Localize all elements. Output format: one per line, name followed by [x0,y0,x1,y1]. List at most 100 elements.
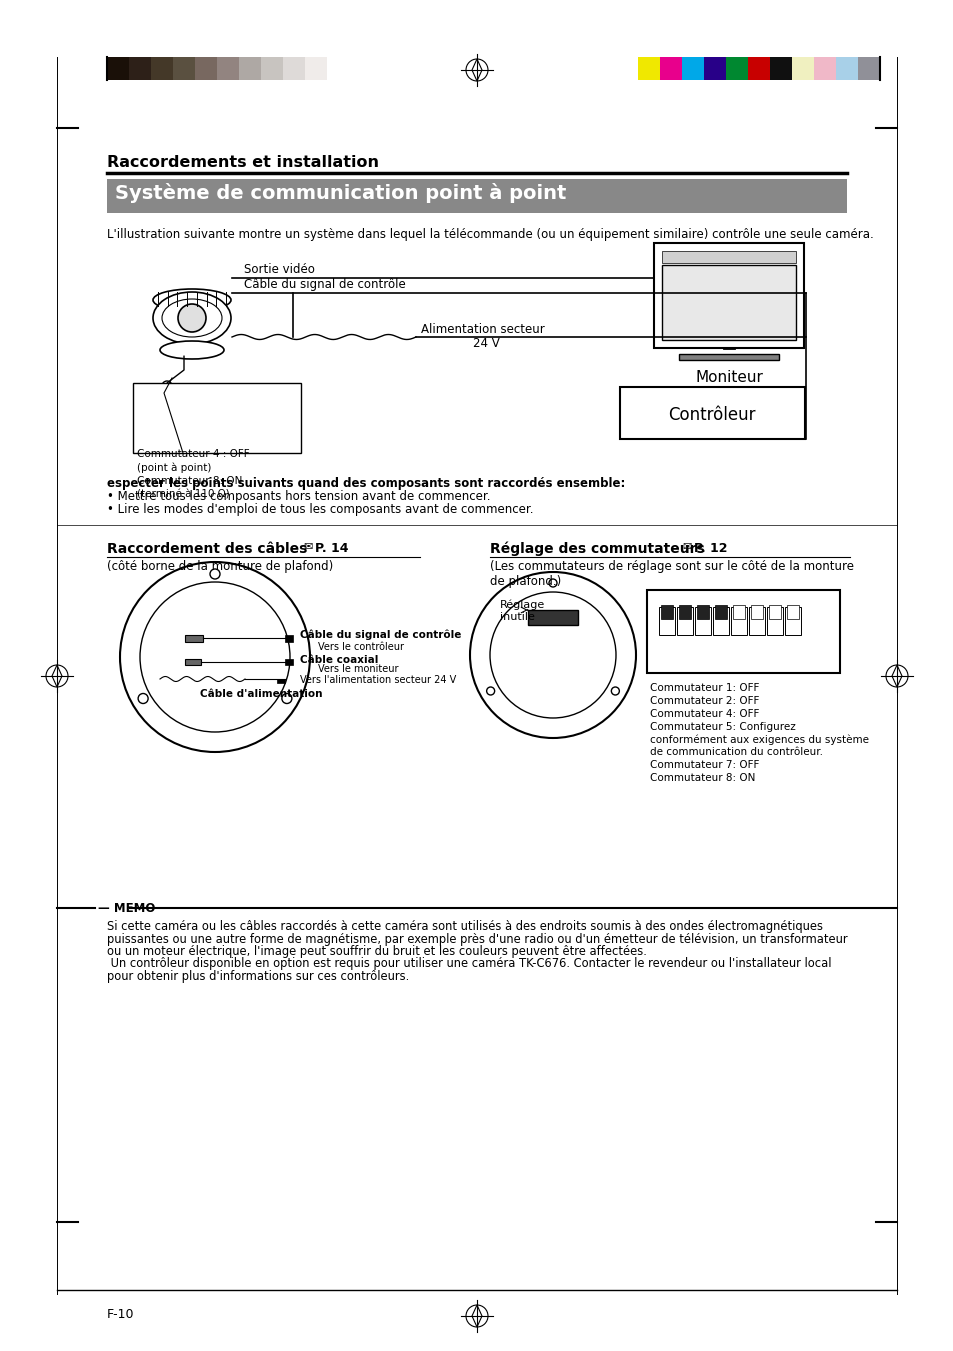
Circle shape [210,569,220,580]
Bar [527,611,578,626]
Text: pour obtenir plus d'informations sur ces contrôleurs.: pour obtenir plus d'informations sur ces… [107,970,409,984]
Text: — MEMO: — MEMO [98,902,155,916]
Bar [261,57,283,80]
Bar [276,680,285,684]
Polygon shape [891,665,901,688]
Text: F-10: F-10 [107,1308,134,1321]
Bar [285,659,293,665]
Text: Commutateur 4: OFF: Commutateur 4: OFF [649,709,759,719]
Bar [679,605,690,619]
Circle shape [490,592,616,717]
Text: (côté borne de la monture de plafond): (côté borne de la monture de plafond) [107,561,333,573]
Polygon shape [472,59,481,81]
Text: P. 12: P. 12 [693,542,727,555]
Text: Réglage
inutile: Réglage inutile [499,600,545,621]
Bar [747,57,769,80]
Text: Câble coaxial: Câble coaxial [299,655,378,665]
Circle shape [611,688,618,694]
Text: Alimentation secteur: Alimentation secteur [420,323,544,336]
Bar [216,57,239,80]
Text: Un contrôleur disponible en option est requis pour utiliser une caméra TK-C676. : Un contrôleur disponible en option est r… [107,958,831,970]
Circle shape [178,304,206,332]
Text: Raccordements et installation: Raccordements et installation [107,155,378,170]
Text: Si cette caméra ou les câbles raccordés à cette caméra sont utilisés à des endro: Si cette caméra ou les câbles raccordés … [107,920,822,934]
Bar [677,607,692,635]
Bar [703,57,725,80]
Text: Commutateur 7: OFF: Commutateur 7: OFF [649,761,759,770]
Bar [835,57,857,80]
Bar [654,243,803,349]
Ellipse shape [152,292,231,345]
Text: Système de communication point à point: Système de communication point à point [115,182,566,203]
Ellipse shape [162,299,222,336]
Text: P. 14: P. 14 [314,542,348,555]
Text: Raccordement des câbles: Raccordement des câbles [107,542,307,557]
Bar [732,605,744,619]
Bar [107,57,129,80]
Circle shape [470,571,636,738]
Text: Vers le moniteur: Vers le moniteur [317,663,398,674]
Bar [129,57,151,80]
Bar [725,57,747,80]
Bar [107,178,846,213]
Bar [285,635,293,642]
Text: ou un moteur électrique, l'image peut souffrir du bruit et les couleurs peuvent : ou un moteur électrique, l'image peut so… [107,944,646,958]
Circle shape [138,693,148,704]
Polygon shape [52,665,62,688]
Text: puissantes ou une autre forme de magnétisme, par exemple près d'une radio ou d'u: puissantes ou une autre forme de magnéti… [107,932,846,946]
Bar [748,607,764,635]
Bar [194,57,216,80]
Bar [791,57,813,80]
Ellipse shape [160,340,224,359]
Bar [638,57,659,80]
Text: L'illustration suivante montre un système dans lequel la télécommande (ou un équ: L'illustration suivante montre un systèm… [107,228,873,240]
Text: Vers le contrôleur: Vers le contrôleur [317,642,403,653]
Text: Sortie vidéo: Sortie vidéo [244,263,314,276]
Text: • Mettre tous les composants hors tension avant de commencer.: • Mettre tous les composants hors tensio… [107,490,490,503]
Circle shape [281,693,292,704]
Bar [714,605,726,619]
Bar [857,57,879,80]
Bar [712,607,728,635]
Bar [132,382,301,453]
Bar [766,607,782,635]
Text: ✉: ✉ [303,542,312,553]
Text: Commutateur 4 : OFF
(point à point)
Commutateur 8: ON
(terminé à 110 Ω): Commutateur 4 : OFF (point à point) Comm… [137,449,250,500]
Text: Câble d'alimentation: Câble d'alimentation [200,689,322,698]
Bar [305,57,327,80]
Text: ✉: ✉ [681,542,691,553]
Ellipse shape [152,289,231,311]
Bar [172,57,194,80]
Bar [646,590,840,673]
Bar [659,607,675,635]
Text: Moniteur: Moniteur [695,370,762,385]
Bar [185,635,203,642]
Circle shape [120,562,310,753]
Text: • Lire les modes d'emploi de tous les composants avant de commencer.: • Lire les modes d'emploi de tous les co… [107,503,533,516]
Text: Commutateur 8: ON: Commutateur 8: ON [649,773,755,784]
Text: (Les commutateurs de réglage sont sur le côté de la monture
de plafond.): (Les commutateurs de réglage sont sur le… [490,561,853,588]
Bar [679,354,779,359]
Bar [768,605,781,619]
Bar [697,605,708,619]
Text: Réglage des commutateurs: Réglage des commutateurs [490,542,704,557]
Bar [661,265,795,340]
Bar [661,251,795,263]
Bar [695,607,710,635]
Bar [619,386,804,439]
Bar [769,57,791,80]
Text: 24 V: 24 V [472,336,498,350]
Bar [659,57,681,80]
Text: Câble du signal de contrôle: Câble du signal de contrôle [299,630,461,640]
Text: Commutateur 2: OFF: Commutateur 2: OFF [649,696,759,707]
Circle shape [162,381,172,390]
Bar [784,607,801,635]
Bar [185,659,201,665]
Bar [681,57,703,80]
Text: especter les points suivants quand des composants sont raccordés ensemble:: especter les points suivants quand des c… [107,477,625,490]
Text: Commutateur 5: Configurez
conformément aux exigences du système
de communication: Commutateur 5: Configurez conformément a… [649,721,868,758]
Circle shape [548,580,557,586]
Circle shape [140,582,290,732]
Bar [813,57,835,80]
Bar [786,605,799,619]
